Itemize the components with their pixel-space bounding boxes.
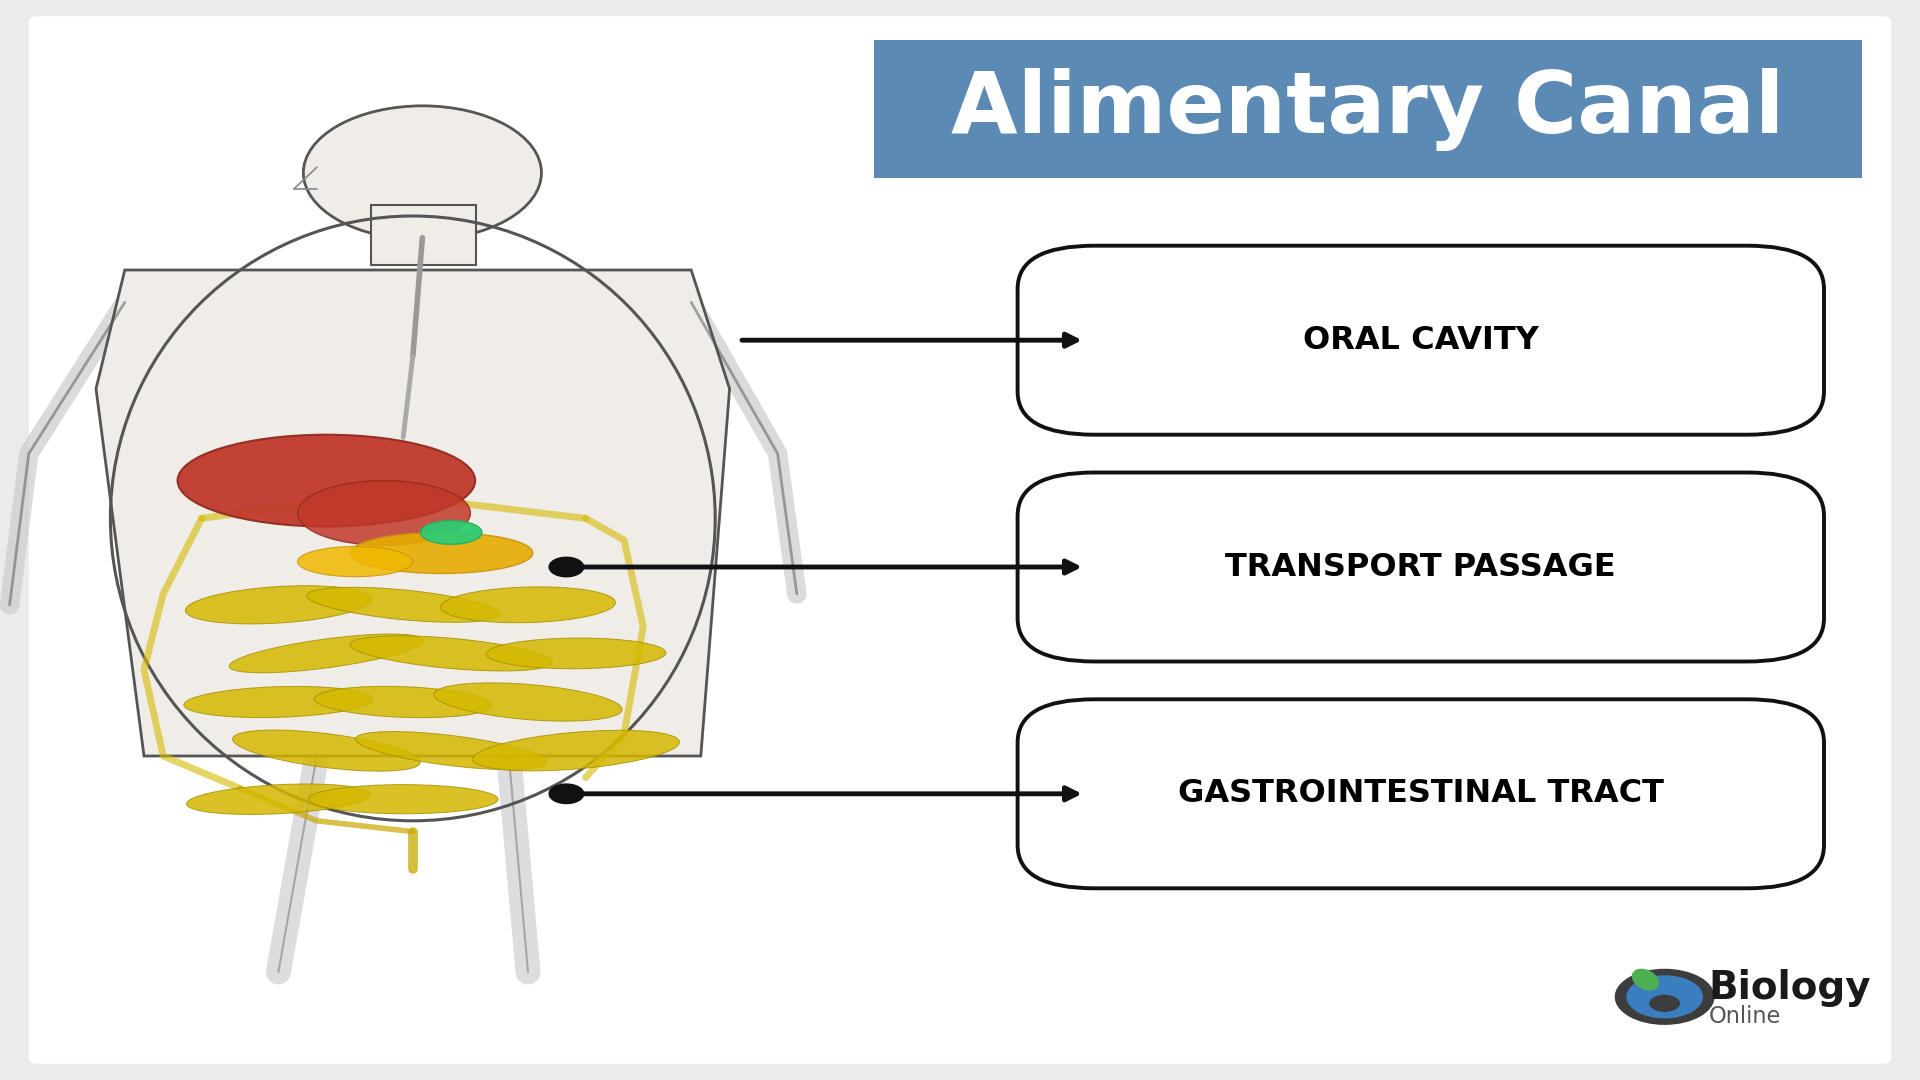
Ellipse shape [307, 588, 499, 622]
Ellipse shape [315, 686, 492, 718]
Ellipse shape [355, 731, 547, 770]
Circle shape [1615, 969, 1715, 1025]
Text: Online: Online [1709, 1004, 1782, 1028]
Ellipse shape [232, 730, 420, 771]
FancyBboxPatch shape [1018, 700, 1824, 888]
Ellipse shape [186, 585, 371, 624]
Text: Biology: Biology [1709, 969, 1872, 1008]
Text: ORAL CAVITY: ORAL CAVITY [1304, 325, 1538, 355]
Ellipse shape [349, 532, 532, 573]
Text: TRANSPORT PASSAGE: TRANSPORT PASSAGE [1225, 552, 1617, 582]
Circle shape [549, 784, 584, 804]
Text: Alimentary Canal: Alimentary Canal [950, 68, 1786, 150]
FancyBboxPatch shape [29, 16, 1891, 1064]
Ellipse shape [177, 434, 476, 526]
Circle shape [1649, 995, 1680, 1012]
Ellipse shape [309, 785, 497, 813]
Ellipse shape [486, 638, 666, 669]
Ellipse shape [440, 586, 616, 623]
FancyBboxPatch shape [371, 205, 476, 265]
Ellipse shape [298, 546, 413, 577]
Ellipse shape [434, 683, 622, 721]
Ellipse shape [298, 481, 470, 545]
PathPatch shape [96, 270, 730, 756]
Text: GASTROINTESTINAL TRACT: GASTROINTESTINAL TRACT [1177, 779, 1665, 809]
FancyBboxPatch shape [874, 40, 1862, 178]
Circle shape [1626, 975, 1703, 1018]
Ellipse shape [349, 636, 553, 671]
FancyBboxPatch shape [1018, 473, 1824, 661]
Ellipse shape [184, 687, 372, 717]
Ellipse shape [1632, 969, 1659, 990]
Ellipse shape [228, 634, 424, 673]
Circle shape [303, 106, 541, 240]
Circle shape [549, 557, 584, 577]
Ellipse shape [420, 521, 482, 544]
FancyBboxPatch shape [1018, 246, 1824, 434]
Ellipse shape [472, 730, 680, 771]
Ellipse shape [186, 784, 371, 814]
